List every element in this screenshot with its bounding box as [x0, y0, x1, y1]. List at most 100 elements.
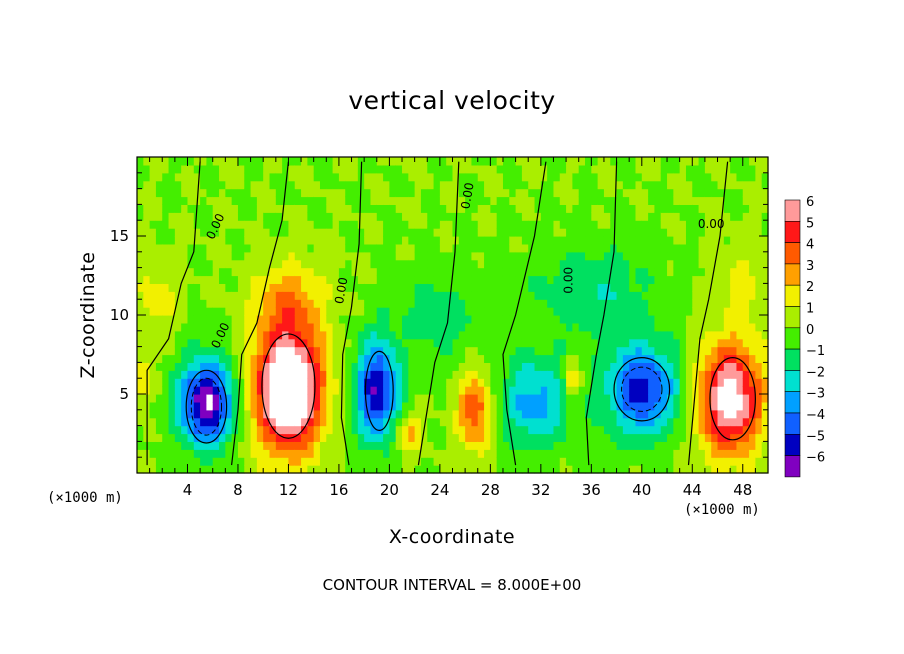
- heatmap-cell: [484, 180, 491, 190]
- heatmap-cell: [654, 228, 662, 237]
- heatmap-cell: [622, 315, 630, 324]
- heatmap-cell: [742, 212, 750, 221]
- heatmap-cell: [692, 228, 700, 237]
- heatmap-cell: [294, 243, 302, 253]
- heatmap-cell: [137, 417, 144, 427]
- heatmap-cell: [351, 299, 359, 308]
- heatmap-cell: [433, 283, 441, 292]
- heatmap-cell: [603, 401, 611, 411]
- heatmap-cell: [566, 378, 573, 387]
- heatmap-cell: [137, 449, 144, 458]
- heatmap-cell: [427, 299, 435, 308]
- heatmap-cell: [364, 164, 372, 174]
- heatmap-cell: [654, 172, 662, 182]
- heatmap-cell: [231, 394, 239, 403]
- heatmap-cell: [585, 236, 592, 245]
- heatmap-cell: [338, 283, 346, 292]
- heatmap-cell: [319, 386, 327, 395]
- heatmap-cell: [622, 346, 630, 356]
- heatmap-cell: [635, 299, 643, 308]
- heatmap-cell: [553, 457, 561, 466]
- heatmap-cell: [553, 267, 561, 277]
- heatmap-cell: [275, 307, 283, 316]
- heatmap-cell: [736, 164, 744, 174]
- heatmap-cell: [572, 267, 580, 277]
- heatmap-cell: [616, 449, 624, 458]
- heatmap-cell: [219, 370, 226, 379]
- heatmap-cell: [502, 188, 510, 198]
- heatmap-cell: [692, 196, 700, 205]
- heatmap-cell: [679, 338, 687, 348]
- heatmap-cell: [357, 259, 365, 269]
- heatmap-cell: [660, 354, 668, 363]
- heatmap-cell: [143, 346, 151, 356]
- heatmap-cell: [648, 362, 656, 371]
- heatmap-cell: [250, 417, 258, 427]
- heatmap-cell: [307, 299, 315, 308]
- heatmap-cell: [193, 164, 201, 174]
- heatmap-cell: [742, 267, 750, 277]
- heatmap-cell: [465, 354, 473, 363]
- heatmap-cell: [263, 172, 271, 182]
- heatmap-cell: [326, 362, 334, 371]
- heatmap-cell: [313, 362, 321, 371]
- heatmap-cell: [629, 417, 637, 427]
- heatmap-cell: [168, 196, 176, 205]
- heatmap-cell: [610, 457, 618, 466]
- heatmap-cell: [717, 441, 725, 450]
- heatmap-cell: [174, 220, 182, 229]
- heatmap-cell: [332, 164, 340, 174]
- heatmap-cell: [585, 299, 592, 308]
- heatmap-cell: [597, 362, 605, 371]
- heatmap-cell: [547, 236, 555, 245]
- heatmap-cell: [553, 338, 561, 348]
- heatmap-cell: [288, 401, 296, 411]
- heatmap-cell: [484, 386, 491, 395]
- heatmap-cell: [402, 157, 409, 166]
- heatmap-cell: [446, 164, 454, 174]
- heatmap-cell: [383, 425, 390, 435]
- heatmap-cell: [452, 172, 460, 182]
- heatmap-cell: [553, 164, 561, 174]
- heatmap-cell: [357, 401, 365, 411]
- heatmap-cell: [420, 283, 428, 292]
- heatmap-cell: [603, 409, 611, 419]
- heatmap-cell: [187, 236, 195, 245]
- heatmap-cell: [389, 220, 397, 229]
- heatmap-cell: [534, 228, 542, 237]
- heatmap-cell: [212, 315, 220, 324]
- heatmap-cell: [692, 291, 700, 300]
- heatmap-cell: [723, 251, 731, 261]
- heatmap-cell: [357, 417, 365, 427]
- heatmap-cell: [288, 378, 296, 387]
- heatmap-cell: [585, 394, 592, 403]
- heatmap-cell: [231, 330, 239, 340]
- heatmap-cell: [187, 362, 195, 371]
- heatmap-cell: [490, 196, 498, 205]
- heatmap-cell: [660, 330, 668, 340]
- heatmap-cell: [660, 196, 668, 205]
- heatmap-cell: [313, 188, 321, 198]
- heatmap-cell: [168, 307, 176, 316]
- heatmap-cell: [648, 457, 656, 466]
- heatmap-cell: [370, 212, 378, 221]
- heatmap-cell: [244, 449, 252, 458]
- heatmap-cell: [679, 433, 687, 442]
- heatmap-cell: [200, 386, 208, 395]
- heatmap-cell: [591, 346, 599, 356]
- heatmap-cell: [547, 449, 555, 458]
- heatmap-cell: [420, 236, 428, 245]
- heatmap-cell: [515, 299, 523, 308]
- heatmap-cell: [206, 433, 214, 442]
- heatmap-cell: [515, 465, 523, 474]
- heatmap-cell: [446, 259, 454, 269]
- heatmap-cell: [275, 251, 283, 261]
- heatmap-cell: [667, 236, 674, 245]
- heatmap-cell: [471, 354, 479, 363]
- heatmap-cell: [244, 188, 252, 198]
- heatmap-cell: [256, 354, 264, 363]
- heatmap-cell: [723, 196, 731, 205]
- heatmap-cell: [704, 164, 712, 174]
- heatmap-cell: [181, 449, 189, 458]
- heatmap-cell: [370, 425, 378, 435]
